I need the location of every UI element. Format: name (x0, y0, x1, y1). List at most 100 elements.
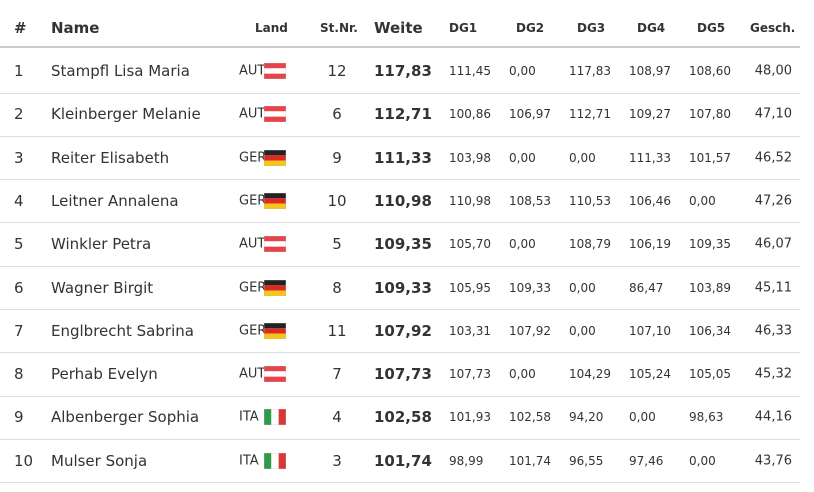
cell: Kleinberger Melanie (51, 105, 201, 124)
cell: 108,60 (689, 64, 731, 78)
cell: 109,35 (689, 237, 731, 252)
column-header: DG4 (637, 21, 666, 35)
cell: 7 (332, 365, 342, 384)
cell: 106,34 (689, 323, 731, 338)
cell: AUT (239, 236, 266, 252)
cell: AUT (239, 63, 266, 79)
cell: 44,16 (754, 409, 792, 425)
cell: 98,63 (689, 410, 724, 425)
cell: Englbrecht Sabrina (51, 321, 194, 340)
cell: 9 (14, 408, 24, 427)
row-separator (0, 482, 800, 484)
column-header: St.Nr. (320, 21, 358, 35)
cell: 117,83 (569, 64, 611, 78)
cell: 101,57 (689, 150, 731, 165)
cell: 6 (332, 105, 342, 124)
cell: Wagner Birgit (51, 278, 154, 297)
cell: 106,46 (629, 193, 671, 208)
row-separator (0, 352, 800, 354)
cell: 105,70 (449, 237, 491, 252)
cell: 107,73 (374, 365, 432, 384)
cell: GER (239, 150, 267, 166)
cell: GER (239, 193, 267, 209)
flag-icon (264, 366, 286, 383)
cell: 0,00 (569, 280, 596, 295)
cell: 0,00 (689, 453, 716, 468)
flag-icon (264, 452, 286, 469)
cell: 111,33 (629, 150, 671, 165)
cell: Reiter Elisabeth (51, 148, 170, 167)
cell: 0,00 (509, 150, 536, 165)
cell: 108,53 (509, 193, 551, 208)
cell: 112,71 (569, 107, 611, 122)
row-separator (0, 395, 800, 397)
cell: 46,07 (754, 236, 792, 252)
cell: Stampfl Lisa Maria (51, 62, 190, 80)
cell: 0,00 (509, 367, 536, 382)
cell: 47,10 (754, 106, 792, 122)
flag-icon (264, 149, 286, 166)
cell: 106,97 (509, 107, 551, 122)
cell: 101,74 (509, 453, 551, 468)
flag-icon (264, 236, 286, 253)
cell: 47,26 (754, 193, 792, 209)
cell: 110,53 (569, 193, 611, 208)
cell: 1 (14, 62, 24, 80)
cell: 94,20 (569, 410, 604, 425)
cell: 0,00 (569, 150, 596, 165)
cell: 5 (14, 235, 24, 254)
cell: 105,24 (629, 367, 671, 382)
cell: 110,98 (449, 193, 491, 208)
cell: 100,86 (449, 107, 491, 122)
row-separator (0, 222, 800, 224)
cell: 11 (327, 321, 347, 340)
cell: 97,46 (629, 453, 664, 468)
column-header: Weite (374, 19, 423, 37)
column-header: DG2 (516, 21, 545, 35)
cell: 46,33 (754, 323, 792, 339)
cell: 103,89 (689, 280, 731, 295)
flag-icon (264, 279, 286, 296)
cell: 8 (332, 278, 342, 297)
cell: 107,92 (509, 323, 551, 338)
cell: 4 (14, 191, 24, 210)
cell: 8 (14, 365, 24, 384)
cell: 7 (14, 321, 24, 340)
cell: 102,58 (509, 410, 551, 425)
cell: 109,33 (509, 280, 551, 295)
cell: 110,98 (374, 191, 432, 210)
cell: 103,31 (449, 323, 491, 338)
cell: 102,58 (374, 408, 432, 427)
cell: 98,99 (449, 453, 484, 468)
cell: Perhab Evelyn (51, 365, 158, 384)
cell: 108,97 (629, 64, 671, 78)
column-header: DG3 (577, 21, 606, 35)
cell: 106,19 (629, 237, 671, 252)
row-separator (0, 92, 800, 94)
column-header: DG5 (697, 21, 726, 35)
cell: 5 (332, 235, 342, 254)
cell: 109,27 (629, 107, 671, 122)
cell: 96,55 (569, 453, 604, 468)
cell: 111,33 (374, 148, 432, 167)
cell: 0,00 (629, 410, 656, 425)
cell: 108,79 (569, 237, 611, 252)
cell: 104,29 (569, 367, 611, 382)
cell: 107,10 (629, 323, 671, 338)
flag-icon (264, 106, 286, 123)
cell: 2 (14, 105, 24, 124)
flag-icon (264, 409, 286, 426)
cell: 107,73 (449, 367, 491, 382)
column-header: Land (255, 21, 288, 35)
cell: Leitner Annalena (51, 191, 179, 210)
cell: 4 (332, 408, 342, 427)
cell: 112,71 (374, 105, 432, 124)
row-separator (0, 309, 800, 310)
cell: 107,80 (689, 107, 731, 122)
cell: 0,00 (689, 193, 716, 208)
cell: 45,11 (754, 280, 792, 295)
row-separator (0, 135, 800, 137)
cell: AUT (239, 106, 266, 122)
cell: ITA (239, 453, 259, 469)
